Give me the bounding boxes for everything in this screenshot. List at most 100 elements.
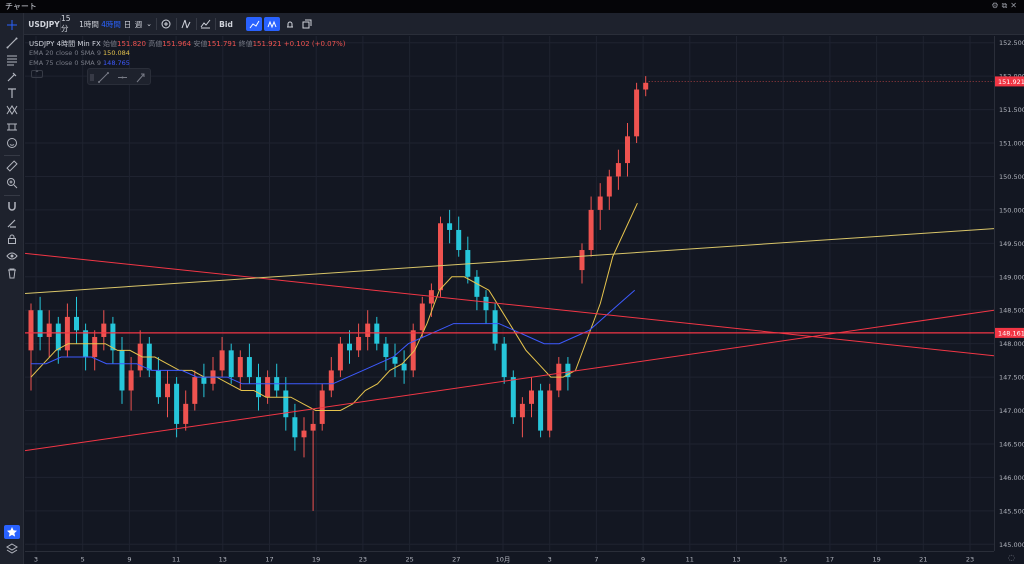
candle-body bbox=[192, 377, 198, 404]
layout-icon[interactable] bbox=[300, 17, 314, 31]
price-tick-label: 151.000 bbox=[999, 140, 1024, 148]
candle-body bbox=[374, 323, 380, 344]
time-tick-label: 27 bbox=[452, 556, 460, 564]
descending-trendline bbox=[25, 252, 994, 357]
candle-body bbox=[579, 250, 585, 271]
candle-body bbox=[483, 296, 489, 311]
candle-body bbox=[237, 357, 243, 378]
candle-body bbox=[246, 357, 252, 378]
price-tick-label: 146.500 bbox=[999, 440, 1024, 448]
window-titlebar: チャート ⚙⧉✕ bbox=[0, 0, 1024, 13]
candle-body bbox=[392, 357, 398, 364]
trendline-icon[interactable] bbox=[4, 36, 20, 50]
candle-body bbox=[37, 310, 43, 337]
candle-body bbox=[74, 316, 79, 331]
layers-icon[interactable] bbox=[4, 542, 20, 556]
price-tick-label: 147.000 bbox=[999, 407, 1024, 415]
candle-body bbox=[292, 417, 298, 438]
chart-pane[interactable]: USDJPY 4時間 Min FX 始値151.820 高値151.964 安値… bbox=[25, 36, 994, 551]
legend-low-label: 安値 bbox=[193, 40, 208, 48]
legend-close: 151.921 bbox=[252, 40, 282, 48]
candle-body bbox=[519, 403, 525, 418]
candle-body bbox=[501, 343, 507, 378]
horizontal-level-tag: 148.161 bbox=[998, 329, 1024, 337]
candle-body bbox=[265, 377, 271, 398]
text-icon[interactable] bbox=[4, 86, 20, 100]
candle-body bbox=[547, 390, 553, 431]
current-price-tag: 151.921 bbox=[998, 78, 1024, 86]
timeframe-4h[interactable]: 4時間 bbox=[101, 19, 121, 29]
candle-body bbox=[634, 89, 640, 137]
favorites-icon[interactable] bbox=[4, 525, 20, 539]
candle-body bbox=[201, 377, 207, 384]
symbol-search-button[interactable]: USDJPY bbox=[28, 19, 60, 29]
candle-body bbox=[625, 136, 630, 164]
ema20-label: EMA 20 close 0 SMA 9 bbox=[29, 49, 101, 57]
candle-body bbox=[183, 403, 189, 424]
collapse-legend-icon[interactable]: ⌃ bbox=[31, 70, 43, 78]
candle-body bbox=[365, 323, 371, 337]
candle-body bbox=[110, 323, 116, 351]
candle-body bbox=[456, 229, 462, 251]
lock-drawing-icon[interactable] bbox=[4, 216, 20, 230]
candle-body bbox=[419, 303, 425, 331]
horizontal-line-icon bbox=[118, 76, 127, 79]
candle-body bbox=[588, 209, 594, 251]
popout-icon[interactable]: ⧉ bbox=[1001, 1, 1011, 10]
price-tick-label: 145.500 bbox=[999, 507, 1024, 515]
timeframe-1h[interactable]: 1時間 bbox=[79, 19, 99, 29]
axis-settings-icon[interactable]: ◌ bbox=[1008, 553, 1015, 562]
trash-icon[interactable] bbox=[4, 266, 20, 280]
time-tick-label: 10月 bbox=[496, 556, 511, 564]
current-price-tag-bg bbox=[995, 76, 1024, 87]
time-tick-label: 9 bbox=[127, 556, 131, 564]
legend-high: 151.964 bbox=[162, 40, 192, 48]
indicators-icon[interactable] bbox=[179, 17, 193, 31]
candle-body bbox=[538, 390, 544, 431]
time-tick-label: 3 bbox=[34, 556, 38, 564]
settings-icon[interactable]: ⚙ bbox=[991, 1, 1002, 10]
lock-icon[interactable] bbox=[4, 232, 20, 246]
ema75-legend[interactable]: EMA 75 close 0 SMA 9 148.765 bbox=[29, 59, 130, 67]
timeframe-day[interactable]: 日 bbox=[123, 19, 132, 29]
timeframe-week[interactable]: 週 bbox=[134, 19, 143, 29]
alert-icon[interactable] bbox=[283, 17, 297, 31]
price-side-bid-button[interactable]: Bid bbox=[219, 19, 233, 29]
candle-body bbox=[219, 350, 225, 371]
timeframe-15m[interactable]: 15分 bbox=[61, 14, 71, 33]
price-axis[interactable]: 152.500152.000151.500151.000150.500150.0… bbox=[994, 36, 1024, 551]
candle-body bbox=[155, 370, 161, 398]
legend-open-label: 始値 bbox=[103, 40, 118, 48]
zoom-in-icon[interactable] bbox=[4, 176, 20, 190]
pattern-icon[interactable] bbox=[4, 103, 20, 117]
price-chart[interactable] bbox=[25, 36, 994, 551]
prediction-icon[interactable] bbox=[4, 120, 20, 134]
brush-icon[interactable] bbox=[4, 70, 20, 84]
timeframe-dropdown-icon[interactable]: ⌄ bbox=[146, 20, 152, 28]
time-tick-label: 17 bbox=[826, 556, 834, 564]
time-tick-label: 19 bbox=[312, 556, 320, 564]
crosshair-icon[interactable] bbox=[4, 18, 20, 32]
close-icon[interactable]: ✕ bbox=[1010, 1, 1020, 10]
emoji-icon[interactable] bbox=[4, 136, 20, 150]
area-chart-icon[interactable] bbox=[264, 17, 280, 31]
fib-retracement-icon[interactable] bbox=[4, 53, 20, 67]
candle-body bbox=[101, 323, 107, 337]
line-chart-icon[interactable] bbox=[246, 17, 262, 31]
candle-body bbox=[55, 323, 61, 351]
ema20-legend[interactable]: EMA 20 close 0 SMA 9 150.084 bbox=[29, 49, 130, 57]
ruler-icon[interactable] bbox=[4, 159, 20, 173]
price-tick-label: 148.500 bbox=[999, 307, 1024, 315]
price-tick-label: 148.000 bbox=[999, 340, 1024, 348]
time-tick-label: 11 bbox=[686, 556, 694, 564]
candle-body bbox=[337, 343, 343, 371]
ascending-trendline bbox=[25, 309, 994, 452]
time-axis[interactable]: 3 5 9 11 13 17 19 23 25 27 10月 3 7 9 11 13 15 17 19 21 23 ◌ bbox=[25, 551, 1015, 564]
eye-icon[interactable] bbox=[4, 249, 20, 263]
candle-body bbox=[438, 223, 443, 291]
candle-body bbox=[283, 390, 289, 418]
compare-add-icon[interactable] bbox=[159, 17, 173, 31]
magnet-icon[interactable] bbox=[4, 199, 20, 213]
window-title: チャート bbox=[5, 2, 37, 11]
chart-type-icon[interactable] bbox=[198, 17, 212, 31]
